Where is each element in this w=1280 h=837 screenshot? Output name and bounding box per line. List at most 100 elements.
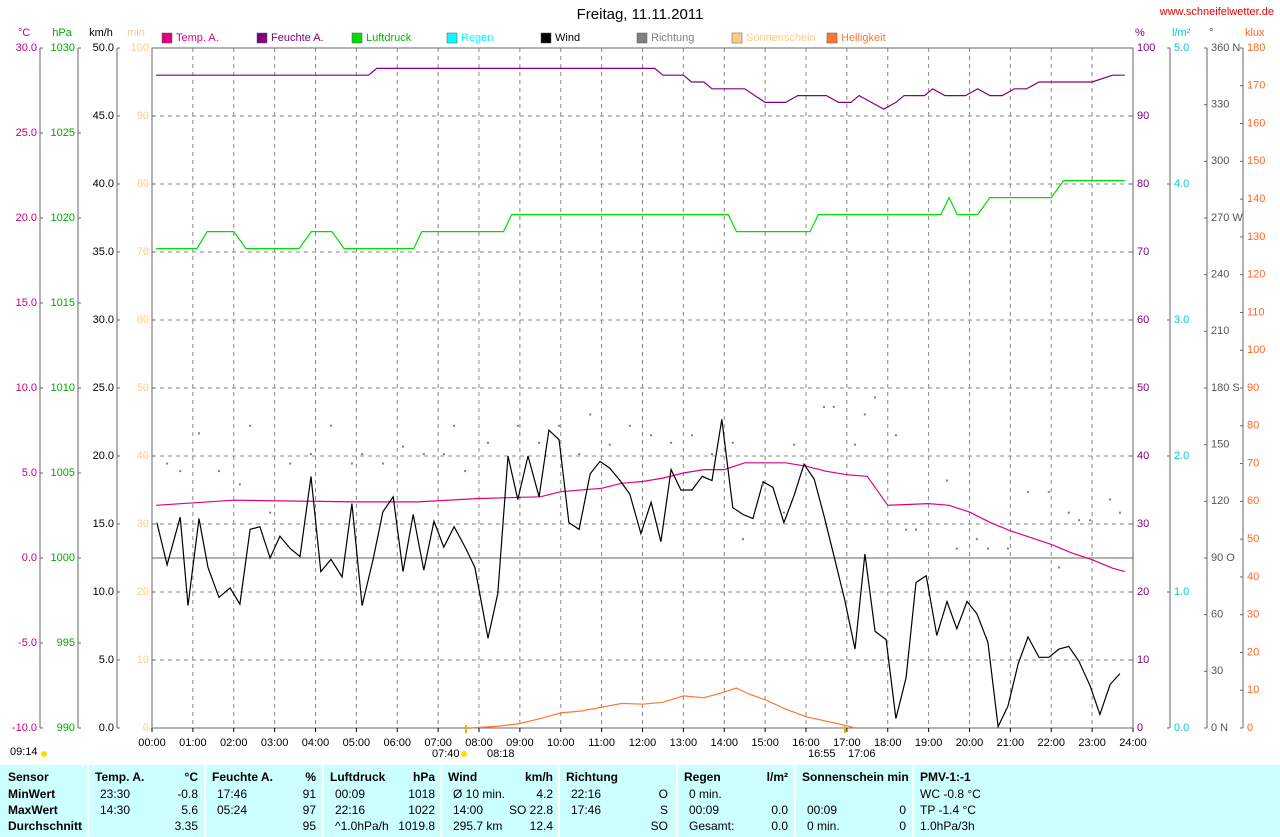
table-cell: 0.0 <box>771 803 788 817</box>
direction-dot <box>946 479 949 482</box>
y-tick-label: 1010 <box>51 382 75 394</box>
y-tick-label: 40 <box>1137 450 1149 462</box>
direction-dot <box>854 443 857 446</box>
y-tick-label: 100 <box>131 42 149 54</box>
x-tick-label: 07:00 <box>424 737 452 749</box>
y-tick-label: 110 <box>1247 306 1265 318</box>
y-tick-label: 1030 <box>51 42 75 54</box>
legend-swatch <box>826 32 838 44</box>
y-tick-label: 10.0 <box>16 382 37 394</box>
y-tick-label: 30.0 <box>93 314 114 326</box>
direction-dot <box>350 462 353 465</box>
table-cell: ^1.0hPa/h <box>335 819 389 833</box>
legend-swatch <box>256 32 268 44</box>
y-tick-label: 1.0 <box>1174 586 1189 598</box>
table-cell: 00:09 <box>335 787 365 801</box>
y-tick-label: 45.0 <box>93 110 114 122</box>
direction-dot <box>628 424 631 427</box>
table-cell: % <box>305 770 316 784</box>
y-tick-label: -10.0 <box>12 722 37 734</box>
x-tick-label: 05:00 <box>343 737 371 749</box>
y-tick-label: 60 <box>1211 609 1223 621</box>
table-cell: WC -0.8 °C <box>920 787 981 801</box>
table-cell: 0 <box>899 803 906 817</box>
y-tick-label: 170 <box>1247 80 1265 92</box>
x-tick-label: 15:00 <box>751 737 779 749</box>
y-tick-label: 20.0 <box>16 212 37 224</box>
direction-dot <box>822 405 825 408</box>
y-tick-label: 0.0 <box>1174 722 1189 734</box>
table-cell: 3.35 <box>175 819 199 833</box>
x-tick-label: 17:00 <box>833 737 861 749</box>
legend-swatch <box>731 32 743 44</box>
sun-annotation: 07:40 <box>432 748 460 760</box>
x-tick-label: 13:00 <box>670 737 698 749</box>
table-cell: 0.0 <box>771 819 788 833</box>
direction-dot <box>742 538 745 541</box>
sun-annotation: 17:06 <box>848 748 876 760</box>
table-cell: Temp. A. <box>95 770 144 784</box>
y-tick-label: 90 <box>137 110 149 122</box>
y-tick-label: 5.0 <box>22 467 37 479</box>
table-cell: 4.2 <box>536 787 553 801</box>
direction-dot <box>218 470 221 473</box>
y-tick-label: 80 <box>1247 420 1259 432</box>
sun-icon <box>41 751 47 757</box>
direction-dot <box>166 462 169 465</box>
legend-swatch <box>446 32 458 44</box>
y-tick-label: 80 <box>1137 178 1149 190</box>
table-cell: 17:46 <box>571 803 601 817</box>
direction-dot <box>1109 498 1112 501</box>
table-cell: l/m² <box>767 770 788 784</box>
direction-dot <box>1118 511 1121 514</box>
table-cell: 00:09 <box>807 803 837 817</box>
legend-label: Temp. A. <box>176 32 219 44</box>
direction-dot <box>361 453 364 456</box>
y-tick-label: 50 <box>1137 382 1149 394</box>
y-tick-label: 0 <box>143 722 149 734</box>
direction-dot <box>269 511 272 514</box>
series-line <box>156 180 1125 250</box>
y-tick-label: 60 <box>1137 314 1149 326</box>
table-cell: SO <box>651 819 668 833</box>
table-cell: Ø 10 min. <box>453 787 505 801</box>
table-cell: 05:24 <box>217 803 247 817</box>
y-tick-label: 1025 <box>51 127 75 139</box>
x-tick-label: 10:00 <box>547 737 575 749</box>
table-cell: °C <box>185 770 199 784</box>
table-cell: MinWert <box>8 787 55 801</box>
table-cell: S <box>660 803 668 817</box>
table-cell: 91 <box>303 787 317 801</box>
direction-dot <box>975 538 978 541</box>
axis-unit: l/m² <box>1172 27 1191 39</box>
series-line <box>470 687 856 729</box>
y-tick-label: 140 <box>1247 193 1265 205</box>
table-cell: Richtung <box>566 770 618 784</box>
y-tick-label: 0 N <box>1211 722 1228 734</box>
y-tick-label: 20 <box>1247 646 1259 658</box>
table-cell: 22:16 <box>335 803 365 817</box>
y-tick-label: 80 <box>137 178 149 190</box>
table-cell: 295.7 km <box>453 819 502 833</box>
legend-label: Richtung <box>651 32 694 44</box>
y-tick-label: 0.0 <box>22 552 37 564</box>
legend-label: Sonnenschein <box>746 32 816 44</box>
y-tick-label: 50 <box>1247 533 1259 545</box>
table-cell: 5.6 <box>181 803 198 817</box>
y-tick-label: 15.0 <box>93 518 114 530</box>
direction-dot <box>589 413 592 416</box>
x-tick-label: 03:00 <box>261 737 289 749</box>
y-tick-label: 1005 <box>51 467 75 479</box>
y-tick-label: 50 <box>137 382 149 394</box>
table-cell: Feuchte A. <box>212 770 273 784</box>
direction-dot <box>381 462 384 465</box>
direction-dot <box>731 441 734 444</box>
x-tick-label: 24:00 <box>1119 737 1147 749</box>
direction-dot <box>1047 490 1050 493</box>
direction-dot <box>538 441 541 444</box>
axis-unit: klux <box>1245 27 1265 39</box>
y-tick-label: 10 <box>137 654 149 666</box>
table-cell: 1022 <box>408 803 435 817</box>
y-tick-label: 90 <box>1247 382 1259 394</box>
y-tick-label: 160 <box>1247 117 1265 129</box>
